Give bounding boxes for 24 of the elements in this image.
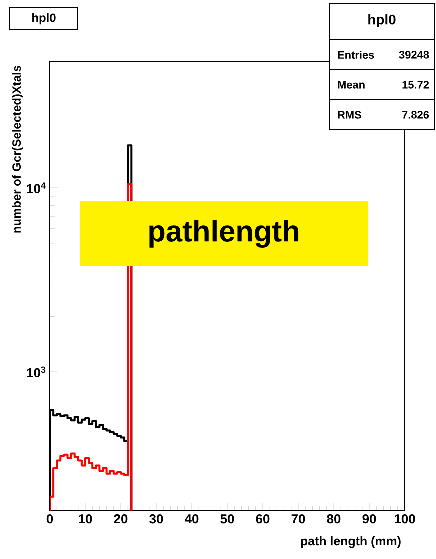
annotation: 15.72 (402, 81, 430, 89)
annotation: RMS (338, 111, 362, 119)
x-tick-label: 100 (395, 514, 416, 524)
x-tick-label: 20 (114, 514, 128, 524)
text: 39248 (399, 51, 430, 59)
x-tick-label: 90 (362, 514, 376, 524)
chart-title: hpl0 (32, 13, 56, 25)
x-tick-label: 50 (220, 514, 234, 524)
annotation: Mean (338, 81, 365, 89)
x-tick-label: 70 (292, 514, 306, 524)
text: Entries (338, 50, 374, 60)
x-tick-label: 0 (46, 514, 54, 524)
x-tick-label: 80 (327, 514, 341, 524)
annotation: 7.826 (402, 111, 430, 119)
x-tick-label: 60 (256, 514, 270, 524)
y-axis-title: number of Gcr(Selected)Xtals (12, 66, 24, 233)
y-tick-label: 10$^{4}$ (27, 182, 46, 194)
x-tick-label: 30 (150, 514, 164, 524)
y-tick-label: 10$^{3}$ (27, 366, 46, 378)
annotation: pathlength (150, 220, 299, 248)
x-axis-title: path length (mm) (301, 536, 401, 548)
x-tick-label: 10 (79, 514, 92, 524)
x-tick-label: 40 (185, 514, 199, 524)
text: hpl0 (368, 14, 396, 28)
